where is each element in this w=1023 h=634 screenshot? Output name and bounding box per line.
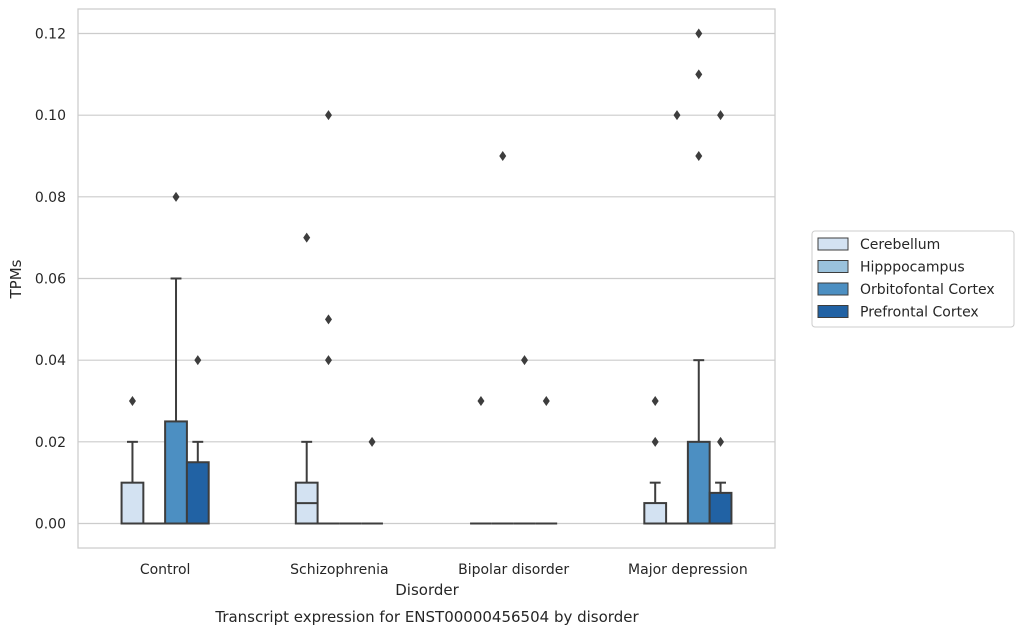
legend-frame [811, 230, 1015, 328]
y-tick-label: 0.10 [35, 108, 66, 124]
legend-label: Orbitofontal Cortex [860, 282, 995, 298]
outlier-marker [368, 436, 376, 447]
outlier-marker [194, 355, 202, 366]
box-cerebellum [643, 481, 668, 525]
x-tick-label: Bipolar disorder [458, 562, 569, 578]
box-iqr [686, 440, 711, 525]
box-iqr [708, 491, 733, 525]
legend-swatch [817, 260, 849, 273]
y-axis-title: TPMs [7, 259, 25, 299]
outlier-marker [172, 191, 180, 202]
outlier-marker [499, 151, 507, 161]
box-prefrontal-cortex [708, 481, 733, 525]
box-iqr [120, 481, 145, 525]
box-cerebellum [294, 440, 319, 525]
y-tick-label: 0.00 [35, 517, 66, 533]
x-axis-ticks: Control Schizophrenia Bipolar disorder Majo… [140, 562, 748, 578]
box-iqr [164, 420, 188, 525]
box-orbitofontal-cortex [686, 359, 711, 525]
legend-swatch [817, 305, 849, 318]
outlier-marker [521, 355, 529, 366]
x-tick-label: Major depression [628, 562, 748, 578]
box-orbitofontal-cortex [164, 277, 188, 525]
legend-swatch [817, 282, 849, 296]
legend-swatch [817, 237, 849, 251]
outlier-marker [651, 396, 659, 406]
outlier-marker [695, 28, 703, 39]
chart-title: Transcript expression for ENST0000045650… [214, 608, 639, 626]
y-tick-label: 0.06 [35, 272, 66, 288]
legend-label: Hipppocampus [860, 260, 965, 276]
x-axis-title: Disorder [395, 581, 459, 599]
outlier-marker [695, 151, 703, 161]
outlier-marker [717, 110, 725, 121]
outlier-marker [324, 314, 332, 325]
outlier-marker [324, 110, 332, 121]
outlier-marker [673, 110, 681, 121]
y-tick-label: 0.04 [35, 353, 66, 369]
outlier-marker [303, 232, 311, 243]
outlier-marker [128, 396, 136, 406]
outliers [128, 28, 725, 447]
plot-area-frame [77, 8, 776, 549]
x-tick-label: Control [140, 562, 191, 578]
legend: Cerebellum Hipppocampus Orbitofontal Corte… [811, 230, 1015, 328]
outlier-marker [695, 69, 703, 80]
outlier-marker [542, 396, 550, 406]
y-tick-label: 0.02 [35, 435, 66, 451]
outlier-marker [651, 436, 659, 447]
y-axis-ticks: 0.00 0.02 0.04 0.06 0.08 0.10 0.12 [35, 27, 66, 533]
x-tick-label: Schizophrenia [290, 562, 388, 578]
legend-label: Prefrontal Cortex [860, 305, 979, 321]
outlier-marker [324, 355, 332, 366]
y-tick-label: 0.08 [35, 190, 66, 206]
boxes [120, 277, 733, 525]
outlier-marker [717, 436, 725, 447]
box-prefrontal-cortex [185, 440, 210, 525]
legend-label: Cerebellum [860, 237, 940, 253]
box-iqr [643, 502, 668, 525]
box-iqr [185, 461, 210, 525]
y-tick-label: 0.12 [35, 27, 66, 43]
outlier-marker [477, 396, 485, 406]
box-cerebellum [120, 440, 145, 525]
